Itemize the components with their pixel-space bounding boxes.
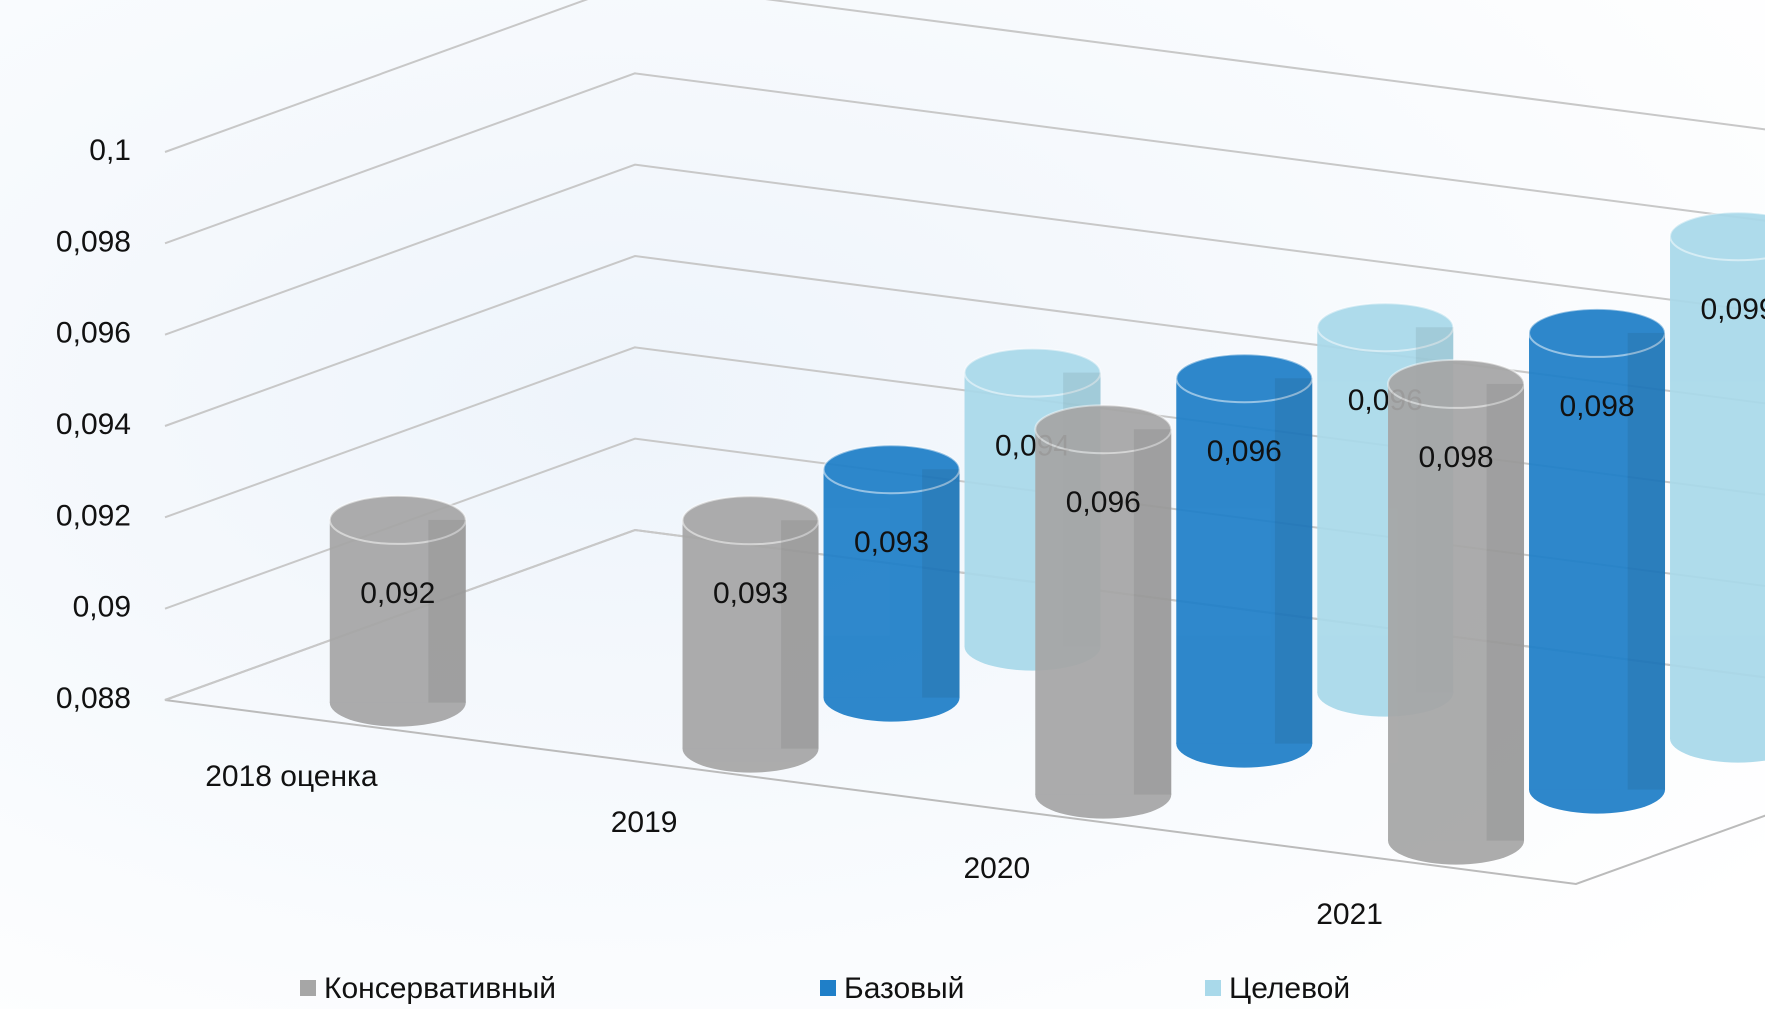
cylinder-top [1387, 358, 1526, 409]
bar [1035, 429, 1172, 795]
grid-line [164, 72, 1765, 245]
cylinder-top [1316, 302, 1455, 353]
bar [823, 469, 960, 698]
cylinder-shade [1274, 378, 1313, 744]
legend-marker [820, 980, 836, 996]
cylinder-shade [428, 519, 466, 703]
y-tick-label: 0,1 [89, 134, 131, 167]
bar [1529, 332, 1666, 790]
data-label: 0,093 [854, 526, 929, 559]
cylinder-top [1175, 353, 1314, 404]
cylinder-top [681, 495, 820, 546]
bar [1670, 236, 1765, 739]
cylinder-shade [922, 469, 960, 698]
data-label: 0,096 [1207, 435, 1282, 468]
cylinder [1528, 307, 1667, 814]
x-tick-label: 2019 [611, 806, 678, 839]
data-label: 0,098 [1418, 441, 1493, 474]
grid-line [164, 0, 1765, 153]
cylinder-top [1669, 211, 1765, 262]
bar [682, 520, 819, 749]
data-label: 0,092 [360, 577, 435, 610]
y-tick-label: 0,09 [73, 591, 131, 624]
cylinder-shade [1486, 383, 1525, 841]
bar [329, 519, 466, 703]
data-label: 0,096 [1066, 486, 1141, 519]
cylinder-shade [1627, 332, 1666, 790]
y-tick-label: 0,096 [56, 317, 131, 350]
legend-label: Базовый [844, 972, 964, 1005]
cylinder [328, 494, 467, 727]
cylinder-shade [1133, 429, 1172, 795]
data-label: 0,093 [713, 577, 788, 610]
data-label: 0,098 [1559, 390, 1634, 423]
legend-marker [300, 980, 316, 996]
y-tick-label: 0,088 [56, 682, 131, 715]
y-tick-label: 0,098 [56, 225, 131, 258]
bar [1388, 383, 1525, 841]
x-tick-label: 2021 [1316, 898, 1383, 931]
cylinder [822, 444, 961, 722]
x-tick-label: 2020 [964, 852, 1031, 885]
x-tick-label: 2018 оценка [205, 760, 378, 793]
cylinder [1669, 211, 1765, 763]
cylinder-top [963, 347, 1102, 398]
cylinder-top [1034, 404, 1173, 455]
cylinder [1034, 404, 1173, 819]
y-tick-label: 0,094 [56, 408, 131, 441]
y-tick-label: 0,092 [56, 499, 131, 532]
grid-line [164, 163, 1765, 336]
cylinder-top [1528, 307, 1667, 358]
cylinder-top [328, 494, 467, 545]
bar [1176, 378, 1313, 744]
legend-label: Консервативный [324, 972, 556, 1005]
cylinder [1387, 358, 1526, 865]
cylinder-top [822, 444, 961, 495]
legend-marker [1205, 980, 1221, 996]
cylinder [1175, 353, 1314, 768]
cylinder [681, 495, 820, 773]
data-label: 0,099 [1700, 293, 1765, 326]
legend-label: Целевой [1229, 972, 1350, 1005]
cylinder-shade [781, 520, 819, 749]
